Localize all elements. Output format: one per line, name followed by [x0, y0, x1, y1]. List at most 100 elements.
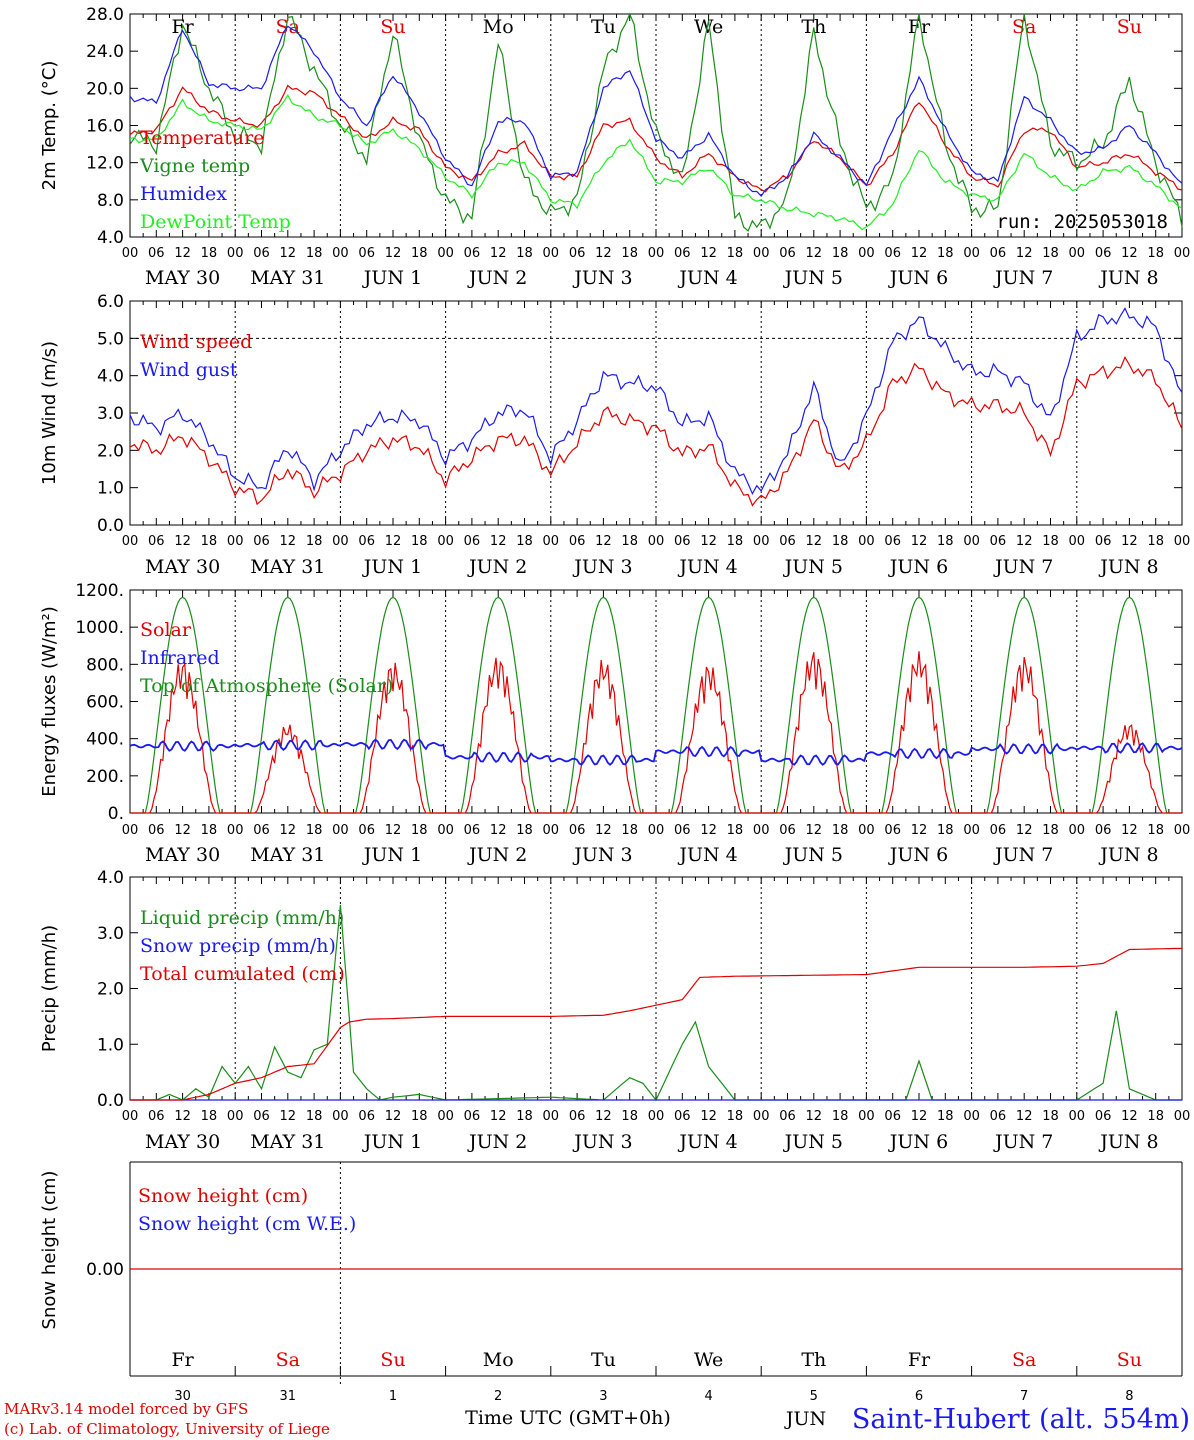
hour-tick-label: 18: [621, 823, 638, 838]
hour-tick-label: 18: [516, 1109, 533, 1124]
hour-tick-label: 06: [253, 1109, 270, 1124]
hour-tick-label: 00: [332, 246, 349, 261]
date-label: JUN 7: [993, 267, 1053, 289]
y-tick-label: 0.0: [97, 516, 124, 536]
hour-tick-label: 00: [753, 534, 770, 549]
date-label: JUN 3: [572, 556, 632, 578]
hour-tick-label: 18: [411, 823, 428, 838]
hour-tick-label: 06: [779, 246, 796, 261]
hour-tick-label: 18: [306, 246, 323, 261]
hour-tick-label: 00: [1174, 534, 1191, 549]
hour-tick-label: 00: [122, 246, 139, 261]
hour-tick-label: 06: [884, 1109, 901, 1124]
day-number-label: 6: [915, 1389, 923, 1404]
date-label: MAY 31: [250, 267, 325, 289]
hour-tick-label: 12: [490, 246, 507, 261]
date-label: JUN 8: [1098, 267, 1158, 289]
hour-tick-label: 00: [753, 1109, 770, 1124]
hour-tick-label: 06: [674, 246, 691, 261]
date-label: JUN 6: [888, 1131, 948, 1153]
hour-tick-label: 00: [227, 1109, 244, 1124]
y-tick-label: 600.: [86, 693, 124, 713]
date-label: JUN 3: [572, 1131, 632, 1153]
date-label: JUN 2: [467, 556, 527, 578]
hour-tick-label: 00: [122, 823, 139, 838]
series-dewpoint-temp: [129, 94, 1183, 231]
hour-tick-label: 12: [806, 534, 823, 549]
weekday-label: Tu: [591, 16, 616, 38]
hour-tick-label: 12: [490, 534, 507, 549]
weekday-label: Fr: [908, 16, 931, 38]
hour-tick-label: 18: [411, 246, 428, 261]
series-solar: [130, 651, 1182, 814]
hour-tick-label: 00: [963, 534, 980, 549]
date-label: MAY 31: [250, 556, 325, 578]
hour-tick-label: 12: [174, 823, 191, 838]
hour-tick-label: 06: [1095, 1109, 1112, 1124]
hour-tick-label: 18: [832, 1109, 849, 1124]
hour-tick-label: 00: [543, 534, 560, 549]
credit-line-1: MARv3.14 model forced by GFS: [4, 1400, 248, 1418]
hour-tick-label: 00: [858, 534, 875, 549]
hour-tick-label: 00: [648, 1109, 665, 1124]
weekday-label: Th: [801, 1349, 826, 1371]
hour-tick-label: 18: [201, 1109, 218, 1124]
y-tick-label: 5.0: [97, 329, 124, 349]
date-label: MAY 30: [145, 267, 220, 289]
y-tick-label: 3.0: [97, 404, 124, 424]
date-label: MAY 31: [250, 844, 325, 866]
day-number-label: 8: [1125, 1389, 1133, 1404]
hour-tick-label: 12: [1016, 534, 1033, 549]
hour-tick-label: 12: [1121, 1109, 1138, 1124]
y-tick-label: 4.0: [97, 868, 124, 888]
date-label: JUN 2: [467, 844, 527, 866]
day-number-label: 7: [1020, 1389, 1028, 1404]
hour-tick-label: 00: [858, 246, 875, 261]
hour-tick-label: 18: [306, 1109, 323, 1124]
hour-tick-label: 12: [280, 823, 297, 838]
weekday-label: Fr: [171, 1349, 194, 1371]
hour-tick-label: 00: [753, 246, 770, 261]
day-number-label: 5: [810, 1389, 818, 1404]
hour-tick-label: 00: [963, 1109, 980, 1124]
hour-tick-label: 12: [911, 246, 928, 261]
hour-tick-label: 00: [1174, 823, 1191, 838]
hour-tick-label: 18: [201, 534, 218, 549]
hour-tick-label: 12: [595, 823, 612, 838]
hour-tick-label: 12: [385, 534, 402, 549]
hour-tick-label: 18: [306, 534, 323, 549]
series-vigne-temp: [129, 12, 1183, 232]
hour-tick-label: 06: [569, 1109, 586, 1124]
hour-tick-label: 18: [306, 823, 323, 838]
hour-tick-label: 18: [1042, 246, 1059, 261]
hour-tick-label: 06: [779, 823, 796, 838]
hour-tick-label: 18: [832, 534, 849, 549]
hour-tick-label: 00: [332, 823, 349, 838]
y-tick-label: 0.00: [86, 1260, 124, 1280]
hour-tick-label: 00: [1069, 534, 1086, 549]
legend-humidex: Humidex: [140, 183, 227, 205]
hour-tick-label: 06: [990, 1109, 1007, 1124]
day-number-label: 31: [280, 1389, 297, 1404]
y-tick-label: 0.: [108, 804, 124, 824]
hour-tick-label: 12: [700, 823, 717, 838]
weekday-label: Su: [380, 16, 405, 38]
hour-tick-label: 12: [700, 1109, 717, 1124]
series-wind-speed: [129, 355, 1183, 507]
hour-tick-label: 06: [464, 1109, 481, 1124]
hour-tick-label: 00: [1069, 246, 1086, 261]
date-label: JUN 5: [783, 556, 843, 578]
hour-tick-label: 18: [411, 534, 428, 549]
hour-tick-label: 00: [227, 534, 244, 549]
date-label: JUN 8: [1098, 844, 1158, 866]
date-label: JUN 6: [888, 556, 948, 578]
day-number-label: 30: [174, 1389, 191, 1404]
hour-tick-label: 12: [385, 1109, 402, 1124]
weekday-label: Sa: [276, 1349, 300, 1371]
hour-tick-label: 06: [464, 823, 481, 838]
hour-tick-label: 06: [990, 823, 1007, 838]
hour-tick-label: 18: [621, 1109, 638, 1124]
hour-tick-label: 18: [1147, 1109, 1164, 1124]
hour-tick-label: 06: [464, 534, 481, 549]
hour-tick-label: 12: [806, 246, 823, 261]
